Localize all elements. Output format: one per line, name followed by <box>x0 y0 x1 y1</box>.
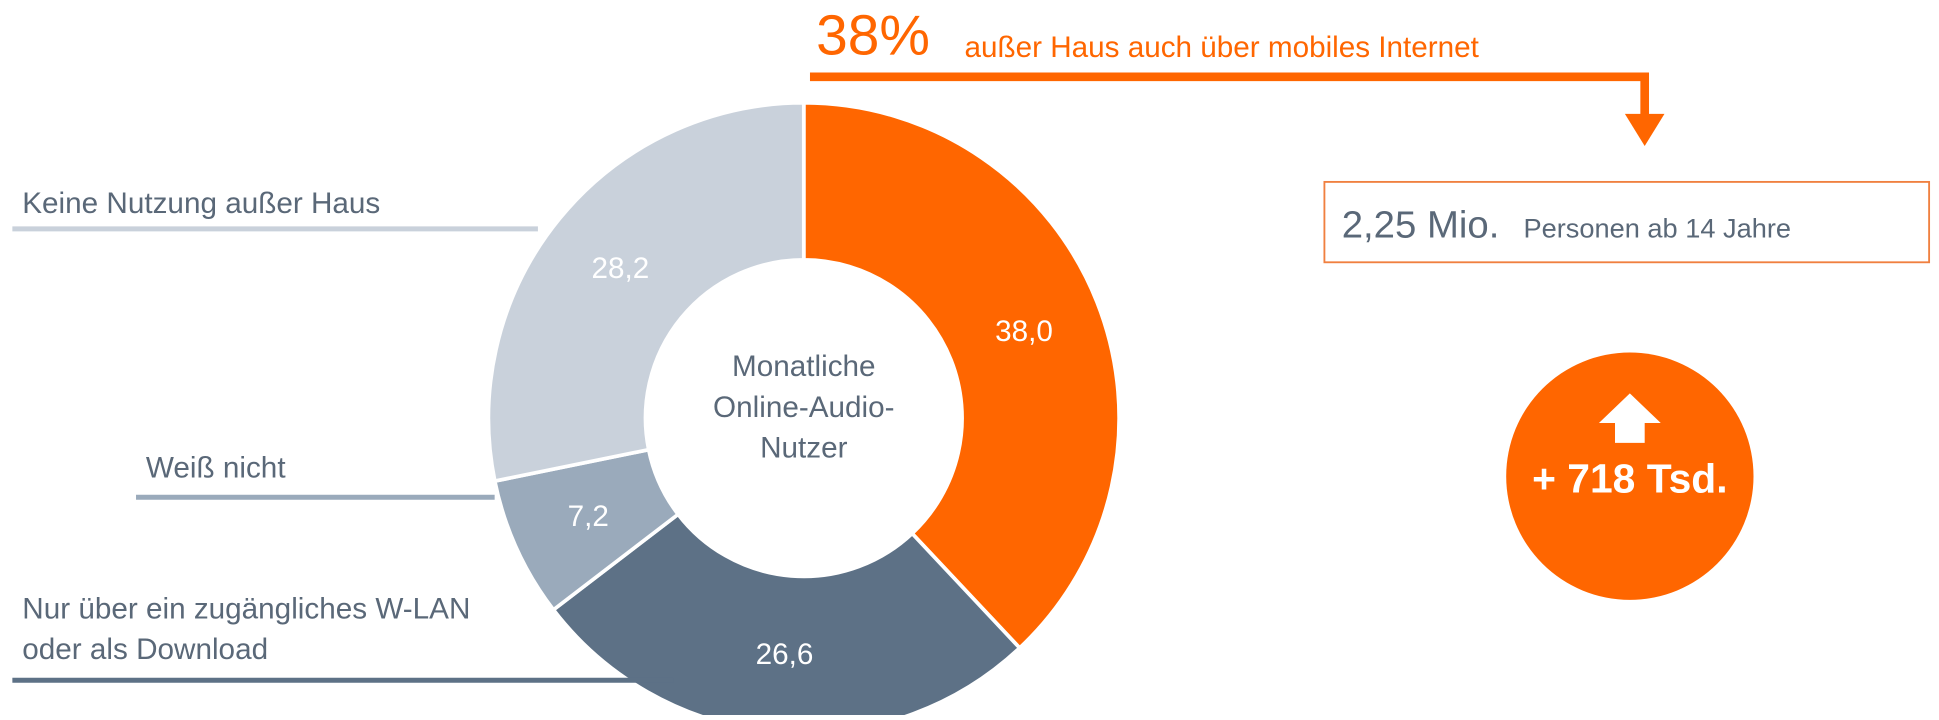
category-label-box: Nur über ein zugängliches W-LAN oder als… <box>22 592 471 667</box>
headline-text: außer Haus auch über mobiles Internet <box>965 31 1480 64</box>
category-label-box: Weiß nicht <box>145 451 286 485</box>
donut-slice <box>486 100 806 484</box>
category-label: Nur über ein zugängliches W-LAN oder als… <box>22 592 471 667</box>
donut-slice <box>801 100 1121 651</box>
headline-value: 38% <box>816 5 930 68</box>
category-label-box: Keine Nutzung außer Haus <box>22 186 381 221</box>
center-label: Monatliche Online-Audio-Nutzer <box>713 350 895 466</box>
total-value: 2,25 Mio. <box>1342 204 1500 247</box>
total-text: Personen ab 14 Jahre <box>1524 213 1792 244</box>
value-label: 28,2 <box>592 252 650 285</box>
up-arrow <box>1598 393 1661 443</box>
donut-hole <box>646 261 961 576</box>
category-label: Keine Nutzung außer Haus <box>22 186 381 221</box>
change-label: + 718 Tsd. <box>1532 455 1727 501</box>
bracket <box>809 72 1650 118</box>
value-label: 26,6 <box>756 638 814 671</box>
center-label-box: Monatliche Online-Audio-Nutzer <box>713 350 895 466</box>
category-label: Weiß nicht <box>145 451 286 485</box>
value-label: 38,0 <box>995 315 1053 348</box>
value-label: 7,2 <box>568 500 609 533</box>
total-box <box>1323 180 1931 264</box>
donut-slice <box>550 511 1023 720</box>
change-badge <box>1506 352 1754 600</box>
arrow-head <box>1624 113 1665 147</box>
